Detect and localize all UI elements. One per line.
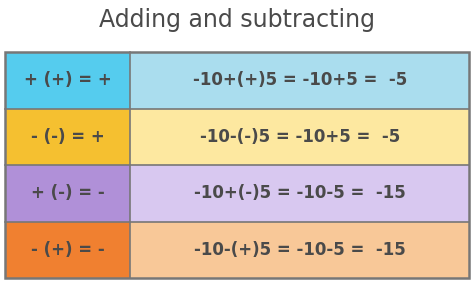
- Text: -10+(+)5 = -10+5 =  -5: -10+(+)5 = -10+5 = -5: [192, 71, 407, 89]
- Bar: [130, 108, 469, 165]
- Text: + (-) = -: + (-) = -: [31, 184, 104, 202]
- Text: - (+) = -: - (+) = -: [31, 241, 104, 259]
- Text: + (+) = +: + (+) = +: [24, 71, 111, 89]
- Bar: [5, 52, 469, 278]
- Bar: [5, 108, 130, 165]
- Text: -10-(+)5 = -10-5 =  -15: -10-(+)5 = -10-5 = -15: [194, 241, 406, 259]
- Bar: [130, 52, 469, 108]
- Text: - (-) = +: - (-) = +: [31, 128, 104, 146]
- Text: -10-(-)5 = -10+5 =  -5: -10-(-)5 = -10+5 = -5: [200, 128, 400, 146]
- Bar: [130, 165, 469, 222]
- Bar: [5, 52, 130, 108]
- Bar: [5, 222, 130, 278]
- Bar: [5, 165, 130, 222]
- Bar: [130, 222, 469, 278]
- Text: -10+(-)5 = -10-5 =  -15: -10+(-)5 = -10-5 = -15: [194, 184, 406, 202]
- Text: Adding and subtracting: Adding and subtracting: [99, 8, 375, 32]
